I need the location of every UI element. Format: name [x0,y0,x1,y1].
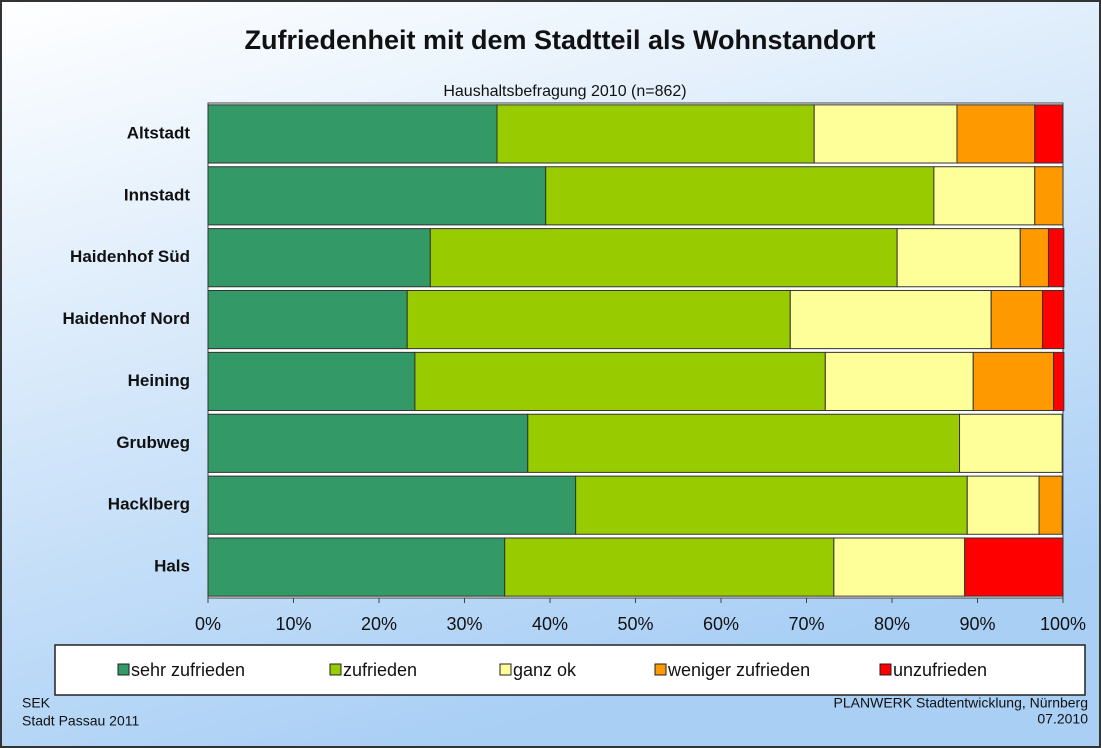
bar-segment [833,537,966,597]
bar-segment [1038,475,1063,535]
bar-segment [504,537,835,597]
bar-segment [406,289,791,350]
source-right: 07.2010 [1037,711,1088,727]
bar-segment [933,166,1036,226]
bar-segment [207,413,529,473]
legend-label: sehr zufrieden [131,660,245,680]
x-tick-label: 90% [959,614,995,634]
y-tick-label: Hals [154,557,190,576]
source-right: PLANWERK Stadtentwicklung, Nürnberg [834,695,1088,711]
legend-label: unzufrieden [893,660,987,680]
legend-swatch [879,663,892,676]
bar-segment [789,289,992,350]
chart-subtitle: Haushaltsbefragung 2010 (n=862) [443,83,686,100]
y-tick-label: Haidenhof Nord [63,309,191,328]
bar-segment [1053,351,1065,412]
bar-segment [496,104,815,164]
bar-segment [414,351,826,412]
bar-segment [429,228,898,288]
bar-segment [207,228,431,288]
legend-label: ganz ok [513,660,577,680]
x-tick-label: 20% [361,614,397,634]
bar-segment [207,475,577,535]
bar-segment [1041,289,1065,350]
x-tick-label: 0% [195,614,221,634]
y-tick-label: Heining [128,371,190,390]
bar-segment [813,104,958,164]
legend [54,644,1086,696]
legend-label: weniger zufrieden [667,660,810,680]
bar-segment [964,537,1064,597]
bar-segment [1019,228,1049,288]
x-tick-label: 50% [617,614,653,634]
bar-segment [527,413,961,473]
x-tick-label: 80% [874,614,910,634]
legend-swatch [117,663,130,676]
bar-segment [207,289,408,350]
source-left: SEK [22,695,51,711]
y-tick-label: Grubweg [116,433,190,452]
bar-segment [959,413,1063,473]
bar-segment [545,166,935,226]
x-tick-label: 70% [788,614,824,634]
bar-segment [956,104,1036,164]
bar-segment [575,475,968,535]
legend-swatch [329,663,342,676]
legend-swatch [654,663,667,676]
x-tick-label: 40% [532,614,568,634]
x-tick-label: 10% [275,614,311,634]
y-tick-label: Innstadt [124,185,190,204]
bar-segment [1047,228,1065,288]
y-tick-label: Haidenhof Süd [70,247,190,266]
y-tick-label: Altstadt [127,123,191,142]
bar-segment [824,351,974,412]
source-left: Stadt Passau 2011 [22,713,139,729]
legend-label: zufrieden [343,660,417,680]
y-tick-label: Hacklberg [108,495,190,514]
x-tick-label: 100% [1040,614,1086,634]
bar-segment [990,289,1043,350]
bar-segment [207,351,416,412]
bar-segment [896,228,1021,288]
bar-segment [966,475,1040,535]
bar-segment [1034,104,1064,164]
bar-segment [972,351,1055,412]
legend-swatch [499,663,512,676]
x-tick-label: 60% [703,614,739,634]
bar-segment [207,104,498,164]
bar-segment [207,537,506,597]
x-tick-label: 30% [446,614,482,634]
bar-segment [1034,166,1064,226]
bar-segment [207,166,547,226]
chart-title: Zufriedenheit mit dem Stadtteil als Wohn… [244,25,875,55]
